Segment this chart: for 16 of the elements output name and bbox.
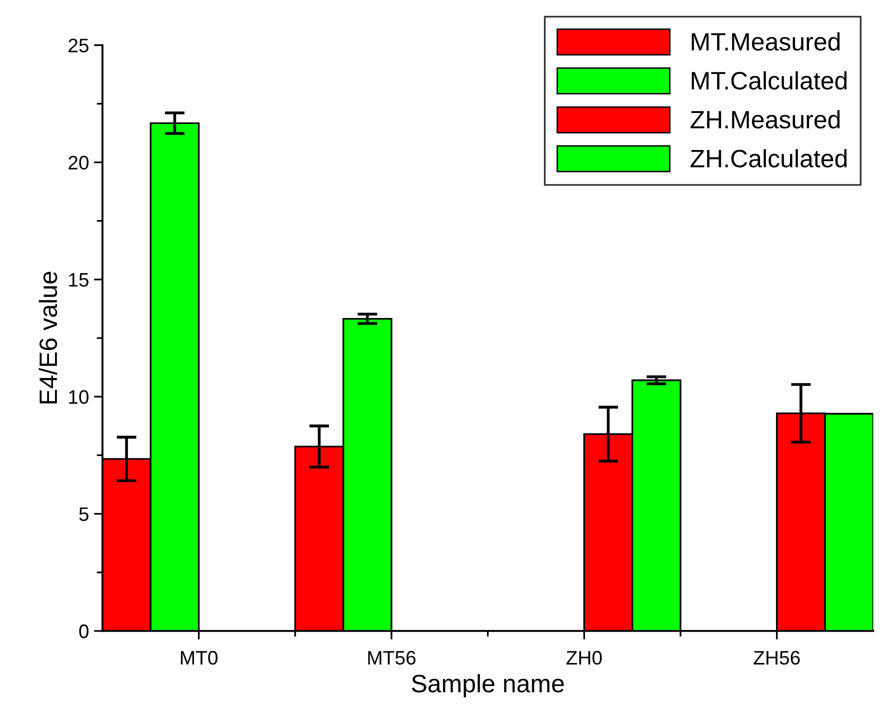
y-tick-label: 5 [79,507,88,522]
x-tick-label: MT56 [368,650,416,665]
y-tick-label: 25 [68,38,88,52]
y-tick-label: 0 [79,624,89,638]
legend-label: ZH.Measured [690,110,840,129]
x-tick-label: MT0 [180,650,218,665]
y-tick-label: 10 [69,390,89,404]
y-tick-label: 20 [68,156,89,170]
legend-label: MT.Calculated [692,71,847,90]
legend-label: MT.Measured [692,32,840,51]
x-tick-label: ZH0 [566,650,602,665]
x-tick-label: ZH56 [754,650,800,665]
x-axis-title: Sample name [412,674,564,698]
y-axis-title: E4/E6 value [38,272,58,404]
legend-label: ZH.Calculated [690,149,847,168]
y-tick-label: 15 [69,273,88,287]
